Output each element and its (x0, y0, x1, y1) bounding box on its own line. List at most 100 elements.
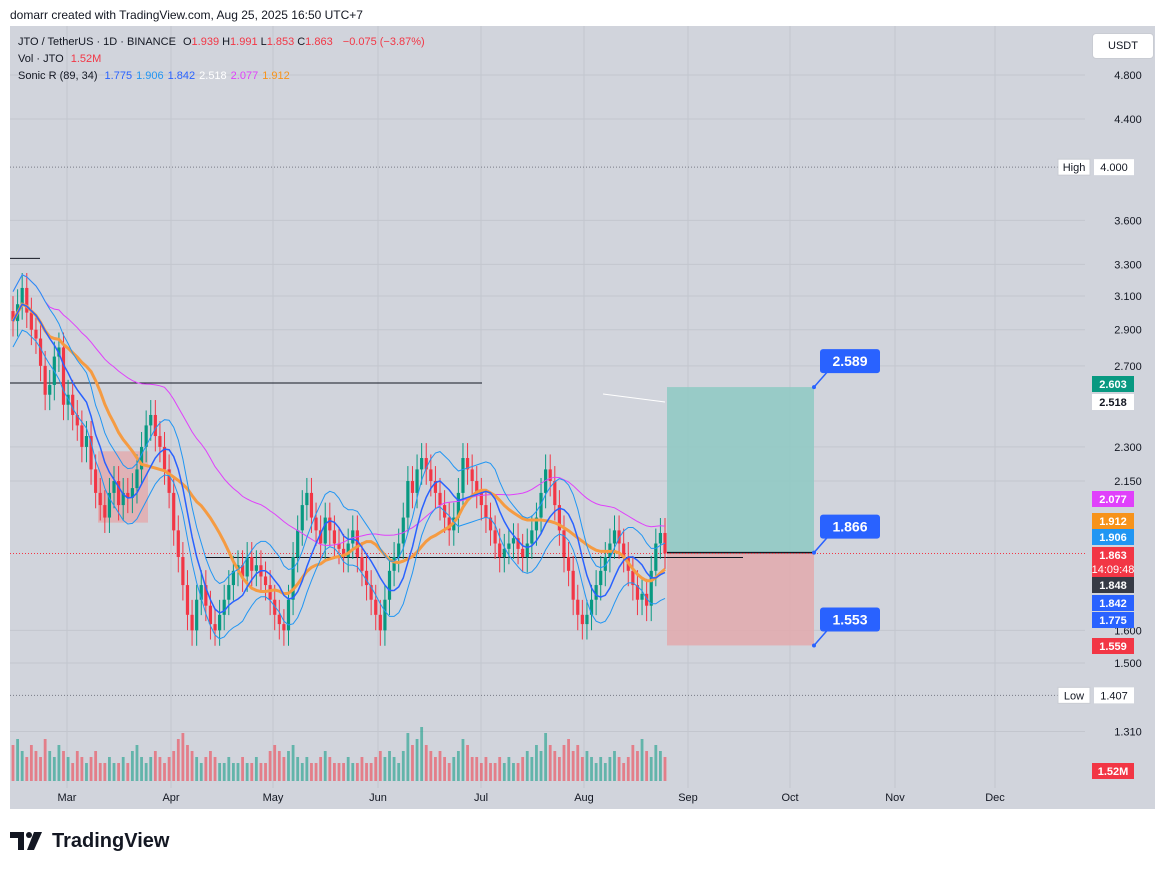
price-tag: 1.775 (1099, 615, 1127, 627)
candle-body (213, 624, 217, 631)
price-chart[interactable]: 4.800 4.400 3.600 3.300 3.100 2.900 2.700 2.300… (10, 26, 1155, 809)
x-tick-label: Jul (474, 792, 488, 804)
price-tag-bg (1092, 394, 1134, 410)
candle-body (589, 599, 594, 615)
candle-body (218, 614, 222, 631)
volume-bar (351, 763, 355, 781)
volume-bar (34, 751, 38, 781)
volume-bar (535, 745, 538, 781)
volume-bar (117, 763, 121, 781)
candle-body (406, 481, 410, 518)
stop-marker-dot (812, 643, 816, 648)
candle-body (364, 570, 369, 586)
candle-body (94, 469, 98, 493)
tradingview-logo-icon (10, 832, 42, 850)
legend-sonic-value: 1.912 (262, 70, 290, 82)
candle-body (231, 570, 235, 586)
candle-body (103, 505, 107, 518)
candle-body (484, 505, 488, 518)
candle-body (525, 543, 529, 557)
price-tag: 1.842 (1099, 598, 1127, 610)
volume-bar (388, 751, 391, 781)
low-tag: Low 1.407 (1057, 686, 1134, 704)
x-tick-label: Mar (58, 792, 77, 804)
volume-bar (461, 739, 465, 781)
price-tag-bg (1092, 595, 1134, 611)
band-lower (12, 329, 666, 640)
volume-bar (424, 745, 428, 781)
volume-bar (645, 751, 649, 781)
volume-bar (328, 757, 332, 781)
x-tick-label: Aug (574, 792, 594, 804)
volume-bar (241, 757, 244, 781)
volume-bar (287, 751, 290, 781)
x-tick-label: Oct (781, 792, 798, 804)
entry-marker-dot (812, 550, 816, 555)
candle-body (98, 492, 102, 506)
entry-marker-pointer (813, 536, 829, 554)
candle-body (341, 548, 346, 557)
volume-bar (507, 757, 511, 781)
candle-body (640, 593, 644, 600)
volume-bar (525, 751, 529, 781)
volume-bar (369, 763, 373, 781)
candle-body (369, 585, 373, 600)
candle-body (360, 556, 364, 571)
entry-marker-label: 1.866 (832, 519, 867, 535)
volume-bar (530, 757, 534, 781)
volume-bar (663, 757, 667, 781)
volume-bar (268, 751, 272, 781)
legend-change: −0.075 (−3.87%) (342, 36, 425, 48)
volume-bar (567, 739, 570, 781)
y-tick-label: 2.150 (1114, 476, 1142, 488)
volume-bar (227, 757, 231, 781)
volume-bar (521, 757, 525, 781)
legend-symbol: JTO / TetherUS · 1D · BINANCE (18, 36, 176, 48)
volume-bar (553, 751, 557, 781)
volume-bar (135, 745, 139, 781)
volume-bar (489, 763, 492, 781)
candle-body (112, 481, 116, 493)
chart-frame[interactable]: 4.800 4.400 3.600 3.300 3.100 2.900 2.700 2.300… (10, 26, 1155, 809)
volume-bar (512, 763, 515, 781)
volume-bar (475, 757, 479, 781)
price-tag-bg (1092, 612, 1134, 628)
high-tag-label: High (1063, 162, 1086, 174)
volume-bar (213, 757, 217, 781)
candle-body (314, 517, 318, 531)
volume-bar (282, 757, 286, 781)
price-tag-bg (1092, 529, 1134, 545)
volume-bar (456, 751, 460, 781)
legend-volume-row: Vol · JTO 1.52M (18, 53, 105, 65)
entry-marker-bg (820, 514, 880, 539)
volume-bar (355, 763, 359, 781)
volume-bar (346, 757, 350, 781)
candle-body (245, 556, 249, 577)
volume-bar (75, 751, 79, 781)
currency-unit-button[interactable]: USDT (1092, 33, 1154, 59)
candle-body (612, 530, 617, 544)
candle-body (635, 585, 640, 600)
low-tag-value-bg (1094, 687, 1134, 704)
volume-bar (144, 763, 148, 781)
candle-body (374, 599, 378, 615)
volume-bar (11, 745, 15, 781)
candle-body (479, 492, 483, 506)
volume-bar (654, 745, 658, 781)
candle-body (71, 394, 75, 415)
candle-body (323, 517, 327, 544)
price-tag-bg (1092, 763, 1134, 779)
volume-bar (71, 763, 75, 781)
volume-bar (89, 757, 93, 781)
volume-bar (112, 763, 116, 781)
chart-caption: domarr created with TradingView.com, Aug… (10, 8, 363, 22)
candle-body (107, 492, 112, 518)
candle-body (470, 469, 474, 482)
price-tag: 1.52M (1098, 766, 1129, 778)
candle-body (29, 312, 33, 330)
legend-vol-value: 1.52M (70, 53, 102, 65)
candle-body (346, 543, 350, 557)
volume-bar (622, 763, 626, 781)
candle-body (387, 570, 392, 600)
price-tag-bg (1092, 547, 1134, 577)
